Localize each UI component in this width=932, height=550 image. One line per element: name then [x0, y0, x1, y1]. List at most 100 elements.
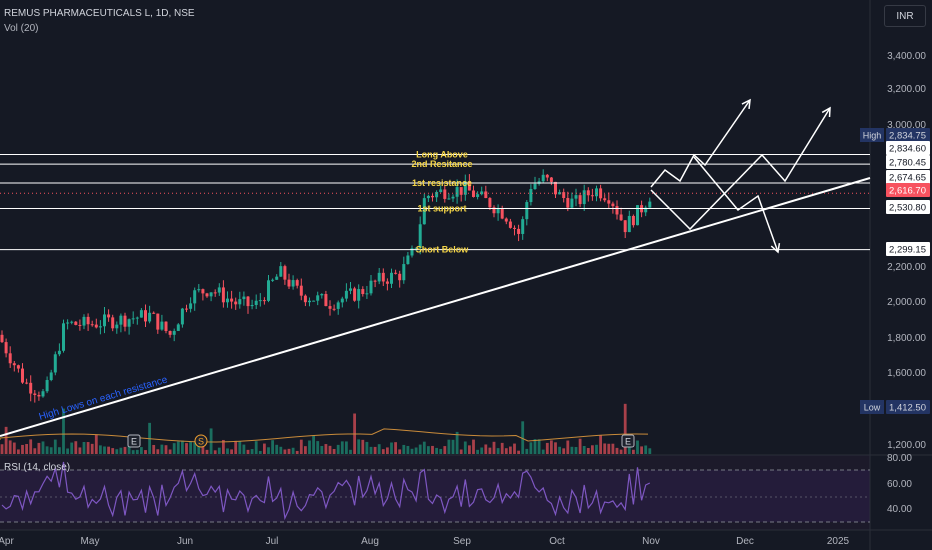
x-tick-label: Jul: [266, 536, 279, 547]
volume-bar: [115, 449, 119, 454]
candle-body: [455, 187, 459, 197]
candle-body: [344, 290, 348, 299]
candle-body: [402, 264, 406, 281]
candle-body: [349, 288, 352, 291]
volume-bar: [541, 449, 545, 454]
price-tag-bg: [886, 155, 930, 169]
volume-bar: [213, 450, 217, 454]
level-label: Long Above: [416, 150, 468, 160]
candle-body: [160, 321, 164, 330]
volume-bar: [144, 450, 147, 454]
candle-body: [4, 342, 8, 354]
volume-bar: [45, 446, 49, 454]
candle-body: [611, 203, 615, 207]
volume-bar: [509, 446, 512, 454]
volume-bar: [299, 439, 303, 454]
candle-body: [217, 287, 221, 293]
level-label: Short Below: [416, 245, 470, 255]
candle-body: [463, 181, 467, 195]
price-tag-bg: [886, 400, 930, 414]
candle-body: [496, 208, 500, 214]
volume-bar: [164, 445, 168, 454]
rsi-tick-label: 80.00: [887, 453, 912, 464]
volume-bar: [496, 448, 500, 454]
price-tag-label-bg: [860, 400, 884, 414]
volume-bar: [308, 440, 311, 454]
volume-bar: [463, 441, 467, 454]
volume-bar: [582, 445, 586, 454]
volume-bar: [279, 446, 283, 454]
candle-body: [234, 301, 238, 305]
volume-bar: [431, 445, 434, 454]
event-marker-label: E: [131, 437, 137, 447]
bull-path-2-head: [821, 106, 831, 118]
price-tag-bg: [886, 141, 930, 155]
volume-bar: [25, 444, 28, 454]
volume-bar: [422, 441, 426, 454]
candle-body: [398, 273, 402, 281]
volume-bar: [340, 441, 344, 454]
volume-bar: [181, 440, 184, 454]
y-tick-label: 1,800.00: [887, 333, 926, 344]
candle-body: [467, 181, 471, 191]
volume-bar: [443, 446, 447, 454]
volume-bar: [394, 442, 397, 454]
volume-bar: [398, 449, 402, 454]
candle-body: [451, 196, 455, 199]
volume-bar: [550, 440, 553, 454]
candle-body: [16, 365, 20, 369]
candle-body: [357, 289, 361, 301]
rsi-band: [0, 470, 870, 522]
price-tag-value: 2,834.75: [889, 131, 926, 142]
volume-bar: [599, 435, 602, 454]
candle-body: [554, 181, 557, 195]
candle-body: [201, 289, 205, 294]
candle-body: [119, 315, 123, 325]
candle-body: [213, 292, 217, 294]
candle-body: [66, 322, 70, 324]
volume-bar: [312, 435, 315, 454]
volume-bar: [435, 447, 438, 454]
volume-bar: [451, 439, 455, 454]
candle-body: [148, 312, 152, 322]
volume-bar: [554, 442, 557, 454]
candle-body: [353, 288, 357, 301]
volume-bar: [500, 442, 504, 454]
volume-bar: [283, 449, 287, 454]
candle-body: [283, 266, 287, 280]
volume-bar: [246, 449, 250, 454]
volume-bar: [386, 447, 389, 454]
rsi-label: RSI (14, close): [4, 462, 70, 473]
x-tick-label: Nov: [642, 536, 660, 547]
symbol-title[interactable]: REMUS PHARMACEUTICALS L, 1D, NSE: [4, 8, 195, 19]
volume-bar: [414, 447, 418, 454]
volume-bar: [230, 449, 233, 454]
candle-body: [156, 313, 160, 330]
level-label: 1st support: [417, 204, 466, 214]
volume-bar: [369, 446, 373, 454]
volume-bar: [263, 443, 266, 454]
candle-body: [271, 279, 275, 281]
candle-body: [619, 214, 623, 221]
price-tag-bg: [886, 183, 930, 197]
volume-bar: [623, 403, 627, 454]
volume-bar: [94, 434, 98, 454]
volume-bar: [468, 445, 471, 454]
volume-bar: [156, 449, 160, 454]
currency-selector[interactable]: INR: [884, 5, 926, 27]
x-tick-label: May: [81, 536, 100, 547]
candle-body: [426, 195, 430, 199]
candle-body: [41, 391, 45, 397]
candle-body: [636, 205, 639, 226]
price-tag-label: High: [863, 131, 882, 141]
candle-body: [262, 300, 266, 302]
candle-body: [176, 324, 180, 331]
candle-body: [406, 255, 410, 265]
event-marker-label: S: [198, 437, 204, 447]
candle-body: [562, 192, 566, 199]
candle-body: [295, 280, 299, 286]
volume-bar: [381, 449, 385, 454]
level-label: 2nd Resitance: [411, 159, 472, 169]
candle-body: [533, 183, 537, 190]
